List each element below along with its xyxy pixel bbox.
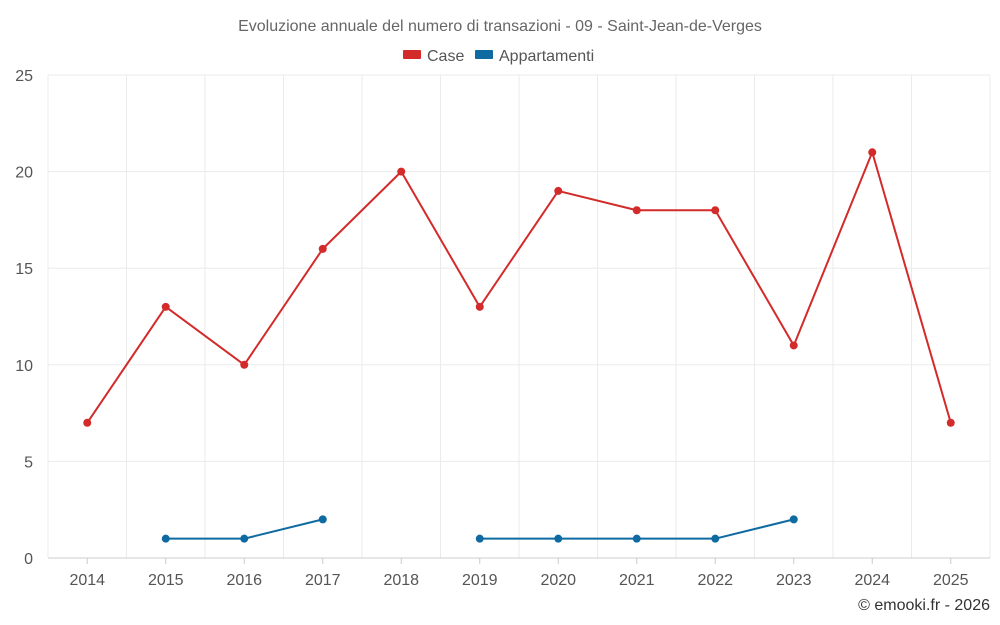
data-point[interactable] bbox=[632, 206, 641, 215]
data-point[interactable] bbox=[161, 302, 170, 311]
series-case bbox=[83, 148, 955, 427]
data-point[interactable] bbox=[475, 302, 484, 311]
x-tick-label: 2018 bbox=[383, 572, 419, 589]
y-tick-label: 25 bbox=[15, 68, 33, 85]
x-tick-label: 2016 bbox=[226, 572, 262, 589]
data-point[interactable] bbox=[318, 515, 327, 524]
data-point[interactable] bbox=[240, 534, 249, 543]
y-tick-label: 20 bbox=[15, 165, 33, 182]
x-tick-label: 2021 bbox=[619, 572, 655, 589]
data-point[interactable] bbox=[554, 186, 563, 195]
data-point[interactable] bbox=[632, 534, 641, 543]
y-tick-label: 0 bbox=[24, 551, 33, 568]
x-tick-label: 2022 bbox=[697, 572, 733, 589]
series-line-case bbox=[86, 151, 952, 424]
data-point[interactable] bbox=[789, 341, 798, 350]
data-point[interactable] bbox=[711, 534, 720, 543]
x-tick-label: 2014 bbox=[69, 572, 105, 589]
legend-item-appartamenti[interactable]: Appartamenti bbox=[475, 48, 594, 65]
x-axis-ticks: 2014 2015 2016 2017 2018 2019 2020 2021 2022 2023… bbox=[69, 558, 969, 589]
legend-label: Appartamenti bbox=[499, 48, 594, 65]
y-axis-ticks: 0 5 10 15 20 25 bbox=[15, 68, 33, 568]
series-appartamenti bbox=[161, 515, 798, 543]
credit-text: © emooki.fr - 2026 bbox=[858, 597, 990, 614]
data-point[interactable] bbox=[868, 148, 877, 157]
x-tick-label: 2019 bbox=[462, 572, 498, 589]
x-tick-label: 2017 bbox=[305, 572, 341, 589]
grid bbox=[47, 74, 991, 559]
y-tick-label: 5 bbox=[24, 454, 33, 471]
x-tick-label: 2025 bbox=[933, 572, 969, 589]
data-point[interactable] bbox=[161, 534, 170, 543]
data-point[interactable] bbox=[318, 244, 327, 253]
data-point[interactable] bbox=[711, 206, 720, 215]
x-tick-label: 2023 bbox=[776, 572, 812, 589]
legend-swatch bbox=[403, 50, 421, 59]
y-tick-label: 15 bbox=[15, 261, 33, 278]
y-tick-label: 10 bbox=[15, 358, 33, 375]
series-group bbox=[83, 148, 955, 543]
data-point[interactable] bbox=[83, 418, 92, 427]
x-tick-label: 2024 bbox=[854, 572, 890, 589]
data-point[interactable] bbox=[946, 418, 955, 427]
x-tick-label: 2015 bbox=[148, 572, 184, 589]
data-point[interactable] bbox=[789, 515, 798, 524]
data-point[interactable] bbox=[240, 360, 249, 369]
legend-swatch bbox=[475, 50, 493, 59]
legend: Case Appartamenti bbox=[403, 48, 594, 65]
legend-item-case[interactable]: Case bbox=[403, 48, 464, 65]
x-tick-label: 2020 bbox=[540, 572, 576, 589]
data-point[interactable] bbox=[397, 167, 406, 176]
data-point[interactable] bbox=[554, 534, 563, 543]
chart-title: Evoluzione annuale del numero di transaz… bbox=[238, 18, 762, 35]
legend-label: Case bbox=[427, 48, 464, 65]
data-point[interactable] bbox=[475, 534, 484, 543]
